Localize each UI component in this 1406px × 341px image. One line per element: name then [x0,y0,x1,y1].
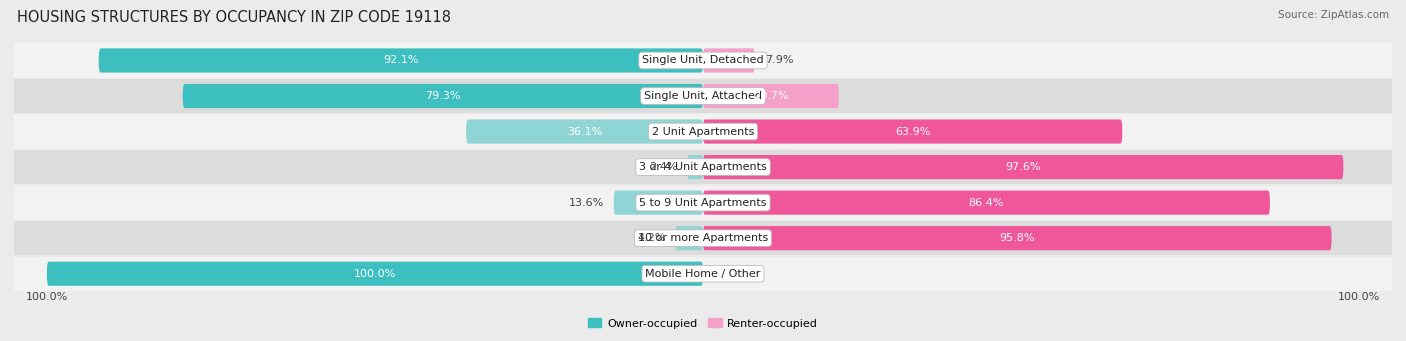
FancyBboxPatch shape [183,84,703,108]
FancyBboxPatch shape [688,155,703,179]
Text: 97.6%: 97.6% [1005,162,1040,172]
Bar [14,43,1392,77]
Text: 2.4%: 2.4% [650,162,678,172]
Bar [14,150,1392,184]
Text: HOUSING STRUCTURES BY OCCUPANCY IN ZIP CODE 19118: HOUSING STRUCTURES BY OCCUPANCY IN ZIP C… [17,10,451,25]
FancyBboxPatch shape [703,84,839,108]
Text: 79.3%: 79.3% [425,91,461,101]
Text: 63.9%: 63.9% [896,127,931,136]
FancyBboxPatch shape [98,48,703,73]
FancyBboxPatch shape [675,226,703,250]
FancyBboxPatch shape [703,155,1343,179]
FancyBboxPatch shape [46,262,703,286]
Text: Mobile Home / Other: Mobile Home / Other [645,269,761,279]
FancyBboxPatch shape [703,119,1122,144]
Text: 100.0%: 100.0% [354,269,396,279]
Text: 92.1%: 92.1% [382,56,419,65]
Text: 2 Unit Apartments: 2 Unit Apartments [652,127,754,136]
Text: Single Unit, Attached: Single Unit, Attached [644,91,762,101]
Bar [14,257,1392,291]
FancyBboxPatch shape [703,191,1270,215]
Text: 10 or more Apartments: 10 or more Apartments [638,233,768,243]
FancyBboxPatch shape [703,226,1331,250]
Bar [14,115,1392,149]
Text: 5 to 9 Unit Apartments: 5 to 9 Unit Apartments [640,198,766,208]
Text: 100.0%: 100.0% [25,292,67,302]
Text: 100.0%: 100.0% [1339,292,1381,302]
Text: 86.4%: 86.4% [969,198,1004,208]
Bar [14,221,1392,255]
Text: 4.2%: 4.2% [637,233,665,243]
Text: 36.1%: 36.1% [567,127,602,136]
Bar [14,79,1392,113]
Bar [14,186,1392,220]
Text: Source: ZipAtlas.com: Source: ZipAtlas.com [1278,10,1389,20]
FancyBboxPatch shape [703,48,755,73]
FancyBboxPatch shape [614,191,703,215]
Legend: Owner-occupied, Renter-occupied: Owner-occupied, Renter-occupied [583,314,823,333]
Text: 7.9%: 7.9% [765,56,793,65]
Text: 3 or 4 Unit Apartments: 3 or 4 Unit Apartments [640,162,766,172]
Text: 13.6%: 13.6% [568,198,605,208]
Text: 95.8%: 95.8% [1000,233,1035,243]
Text: Single Unit, Detached: Single Unit, Detached [643,56,763,65]
Text: 20.7%: 20.7% [754,91,789,101]
FancyBboxPatch shape [467,119,703,144]
